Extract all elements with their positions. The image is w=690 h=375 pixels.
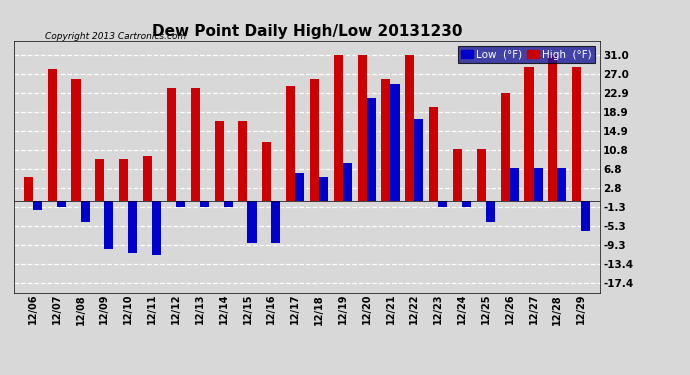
Bar: [152, 201, 161, 255]
Bar: [295, 173, 304, 201]
Bar: [462, 201, 471, 207]
Bar: [271, 201, 280, 243]
Bar: [215, 121, 224, 201]
Title: Dew Point Daily High/Low 20131230: Dew Point Daily High/Low 20131230: [152, 24, 462, 39]
Bar: [57, 201, 66, 207]
Bar: [167, 88, 176, 201]
Bar: [366, 98, 376, 201]
Bar: [319, 177, 328, 201]
Bar: [524, 67, 533, 201]
Bar: [224, 201, 233, 207]
Bar: [310, 79, 319, 201]
Text: Copyright 2013 Cartronics.com: Copyright 2013 Cartronics.com: [45, 32, 186, 41]
Bar: [405, 56, 414, 201]
Bar: [533, 168, 542, 201]
Bar: [286, 86, 295, 201]
Bar: [382, 79, 391, 201]
Bar: [24, 177, 33, 201]
Bar: [477, 149, 486, 201]
Bar: [572, 67, 581, 201]
Bar: [128, 201, 137, 253]
Bar: [343, 164, 352, 201]
Bar: [238, 121, 248, 201]
Bar: [33, 201, 42, 210]
Legend: Low  (°F), High  (°F): Low (°F), High (°F): [457, 46, 595, 63]
Bar: [501, 93, 510, 201]
Bar: [72, 79, 81, 201]
Bar: [176, 201, 185, 207]
Bar: [510, 168, 519, 201]
Bar: [549, 56, 558, 201]
Bar: [581, 201, 590, 231]
Bar: [334, 56, 343, 201]
Bar: [48, 69, 57, 201]
Bar: [438, 201, 447, 207]
Bar: [558, 168, 566, 201]
Bar: [414, 119, 424, 201]
Bar: [104, 201, 113, 249]
Bar: [119, 159, 128, 201]
Bar: [200, 201, 209, 207]
Bar: [262, 142, 271, 201]
Bar: [429, 107, 438, 201]
Bar: [190, 88, 200, 201]
Bar: [357, 56, 366, 201]
Bar: [391, 84, 400, 201]
Bar: [95, 159, 104, 201]
Bar: [248, 201, 257, 243]
Bar: [143, 156, 152, 201]
Bar: [453, 149, 462, 201]
Bar: [486, 201, 495, 222]
Bar: [81, 201, 90, 222]
